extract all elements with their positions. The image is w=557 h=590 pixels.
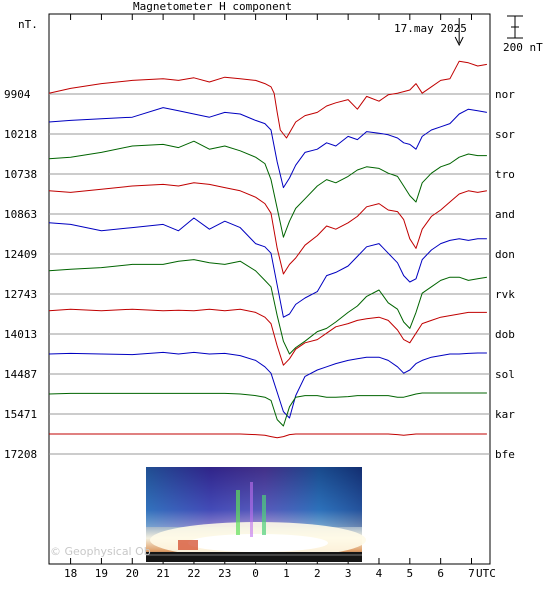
event-arrow-head bbox=[454, 36, 464, 47]
y-axis-label: nT. bbox=[18, 18, 38, 31]
x-tick-label-6: 0 bbox=[252, 567, 259, 580]
series-line-and bbox=[48, 182, 487, 275]
station-label-rvk: rvk bbox=[495, 288, 515, 301]
plot-frame bbox=[48, 13, 491, 565]
station-label-don: don bbox=[495, 248, 515, 261]
series-line-sor bbox=[48, 107, 487, 189]
x-tick-label-9: 3 bbox=[345, 567, 352, 580]
station-label-dob: dob bbox=[495, 328, 515, 341]
station-label-and: and bbox=[495, 208, 515, 221]
x-tick-label-7: 1 bbox=[283, 567, 290, 580]
station-label-tro: tro bbox=[495, 168, 515, 181]
station-label-bfe: bfe bbox=[495, 448, 515, 461]
series-line-tro bbox=[48, 140, 487, 238]
series-line-kar bbox=[48, 392, 487, 427]
series-lines bbox=[48, 60, 487, 439]
station-label-sor: sor bbox=[495, 128, 515, 141]
auroral-sky-image bbox=[146, 467, 366, 562]
x-axis-label: UTC bbox=[476, 567, 496, 580]
scale-bar-label: 200 nT bbox=[503, 41, 543, 54]
baseline-label-bfe: 17208 bbox=[4, 448, 37, 461]
x-tick-label-12: 6 bbox=[437, 567, 444, 580]
x-tick-label-8: 2 bbox=[314, 567, 321, 580]
copyright-watermark: © Geophysical Ob bbox=[50, 545, 151, 558]
series-line-bfe bbox=[49, 433, 487, 439]
station-labels: nor sor tro and don rvk dob sol kar bfe bbox=[495, 88, 515, 461]
x-tick-label-2: 20 bbox=[126, 567, 139, 580]
baseline-labels: 9904 10218 10738 10863 12409 12743 14013 14487 1… bbox=[4, 88, 37, 461]
series-line-dob bbox=[48, 308, 487, 366]
baseline-label-tro: 10738 bbox=[4, 168, 37, 181]
station-label-nor: nor bbox=[495, 88, 515, 101]
station-label-sol: sol bbox=[495, 368, 515, 381]
station-label-kar: kar bbox=[495, 408, 515, 421]
x-tick-label-4: 22 bbox=[187, 567, 200, 580]
baseline-label-don: 12409 bbox=[4, 248, 37, 261]
scale-bar: 200 nT bbox=[503, 15, 543, 54]
baseline-label-dob: 14013 bbox=[4, 328, 37, 341]
baseline-label-kar: 15471 bbox=[4, 408, 37, 421]
baseline-grid bbox=[49, 93, 490, 455]
baseline-label-nor: 9904 bbox=[4, 88, 31, 101]
x-tick-label-1: 19 bbox=[95, 567, 108, 580]
chart-title: Magnetometer H component bbox=[133, 0, 292, 13]
x-tick-label-13: 7 bbox=[468, 567, 475, 580]
series-line-sol bbox=[48, 351, 487, 419]
x-tick-label-3: 21 bbox=[156, 567, 169, 580]
event-arrow bbox=[454, 18, 464, 47]
series-line-don bbox=[48, 217, 487, 318]
baseline-label-sor: 10218 bbox=[4, 128, 37, 141]
baseline-label-and: 10863 bbox=[4, 208, 37, 221]
baseline-label-rvk: 12743 bbox=[4, 288, 37, 301]
series-line-nor bbox=[48, 60, 487, 139]
x-tick-label-5: 23 bbox=[218, 567, 231, 580]
x-tick-label-10: 4 bbox=[376, 567, 383, 580]
date-label: 17.may 2025 bbox=[394, 22, 467, 35]
x-tick-label-0: 18 bbox=[64, 567, 77, 580]
baseline-label-sol: 14487 bbox=[4, 368, 37, 381]
x-tick-label-11: 5 bbox=[407, 567, 414, 580]
x-tick-labels: 18 19 20 21 22 23 0 1 2 3 4 5 6 7 bbox=[64, 567, 475, 580]
series-line-rvk bbox=[48, 259, 487, 355]
